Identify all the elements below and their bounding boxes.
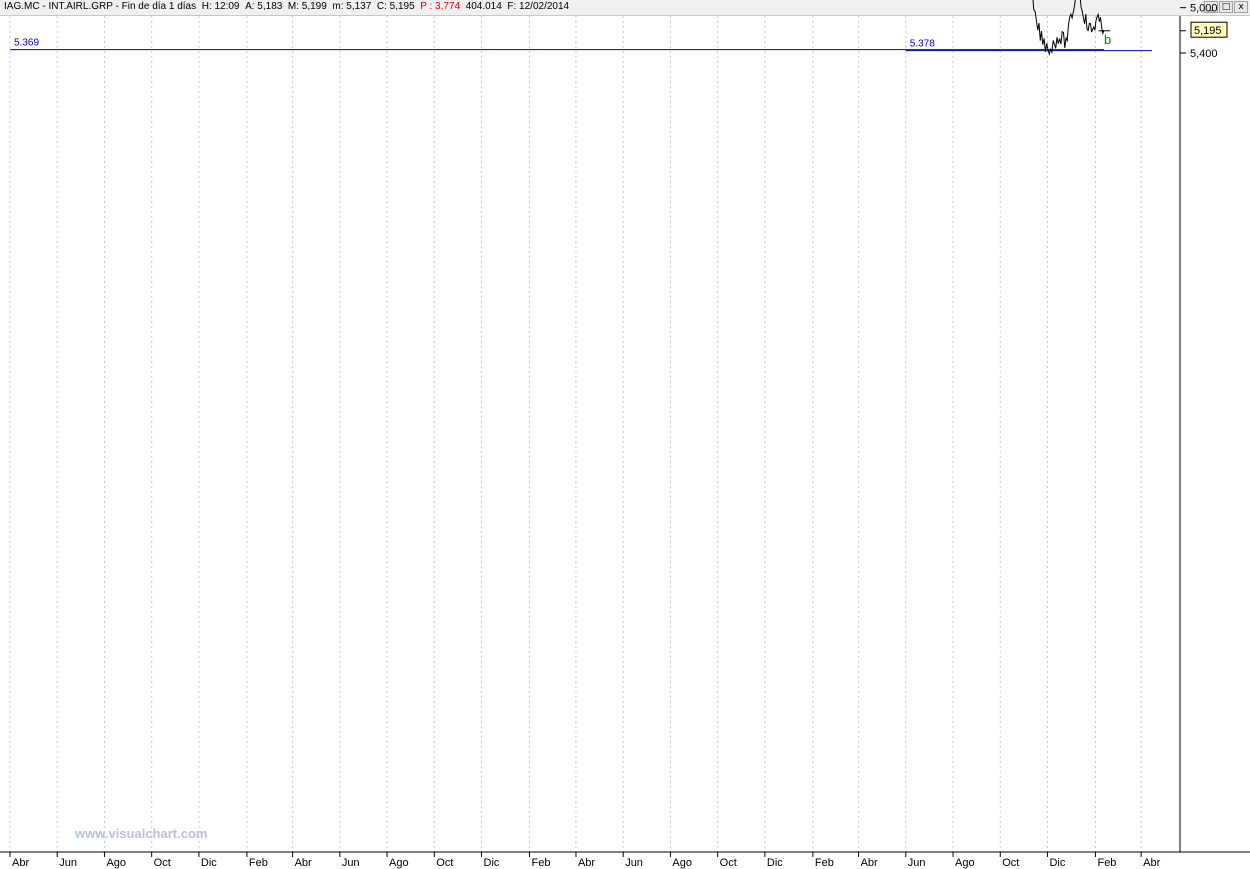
x-tick-label: Abr — [861, 857, 878, 869]
close-readout: C: 5,195 — [376, 1, 415, 12]
maximize-button[interactable]: □ — [1219, 1, 1233, 13]
symbol: IAG.MC — [4, 1, 40, 12]
high-readout: M: 5,199 — [287, 1, 327, 12]
x-tick-label: Oct — [720, 857, 737, 869]
volume-readout: 404.014 — [465, 1, 502, 12]
low-readout: m: 5,137 — [332, 1, 372, 12]
level-label: 5.378 — [910, 39, 935, 50]
x-tick-label: Ago — [389, 857, 409, 869]
x-tick-label: Jun — [59, 857, 77, 869]
waves-layer: abc? — [1098, 30, 1111, 47]
level-label: 5.369 — [14, 38, 39, 49]
x-tick-label: Jun — [908, 857, 926, 869]
x-tick-label: Jun — [342, 857, 360, 869]
y-tick-label: 5,000 — [1190, 3, 1218, 15]
chart-header-text: IAG.MC - INT.AIRL.GRP - Fin de día 1 día… — [4, 1, 570, 12]
last-price-label: 5,195 — [1194, 25, 1222, 37]
close-button[interactable]: x — [1234, 1, 1248, 13]
x-tick-label: Oct — [436, 857, 453, 869]
x-tick-label: Feb — [815, 857, 834, 869]
timeframe: Fin de día 1 días — [121, 1, 197, 12]
chart-title-bar: IAG.MC - INT.AIRL.GRP - Fin de día 1 día… — [0, 0, 1250, 16]
date-readout: F: 12/02/2014 — [507, 1, 570, 12]
x-tick-label: Oct — [154, 857, 171, 869]
x-tick-label: Ago — [672, 857, 692, 869]
x-tick-label: Abr — [578, 857, 595, 869]
x-axis: Abr Jun Ago Oct Dic Feb Abr Jun Ago Oct Dic Feb Abr J… — [9, 852, 1161, 869]
x-tick-label: Abr — [295, 857, 312, 869]
minimize-button[interactable]: _ — [1204, 1, 1218, 13]
x-tick-label: Oct — [1002, 857, 1019, 869]
x-tick-label: Feb — [249, 857, 268, 869]
x-tick-label: Abr — [1143, 857, 1160, 869]
x-tick-label: Dic — [201, 857, 217, 869]
x-tick-label: Ago — [106, 857, 126, 869]
time-readout: H: 12:09 — [201, 1, 240, 12]
x-tick-label: Dic — [1049, 857, 1065, 869]
open-readout: A: 5,183 — [245, 1, 283, 12]
last-price-box — [1190, 21, 1228, 38]
last-price-marker: 5,195 — [1190, 21, 1228, 38]
x-tick-label: Feb — [532, 857, 551, 869]
watermark: www.visualchart.com — [74, 826, 207, 841]
x-tick-label: Ago — [955, 857, 975, 869]
x-tick-label: Jun — [625, 857, 643, 869]
window-buttons: _ □ x — [1204, 1, 1248, 14]
x-tick-label: Dic — [484, 857, 500, 869]
x-tick-label: Feb — [1097, 857, 1116, 869]
grid — [9, 16, 1142, 852]
x-tick-label: Dic — [767, 857, 783, 869]
instrument-name: INT.AIRL.GRP — [48, 1, 113, 12]
x-tick-label: Abr — [12, 857, 29, 869]
wave-label: b — [1104, 32, 1111, 47]
change-readout: P : 3,774 — [420, 1, 461, 12]
plot-area — [0, 16, 1180, 852]
y-tick-label: 5,400 — [1190, 48, 1218, 60]
